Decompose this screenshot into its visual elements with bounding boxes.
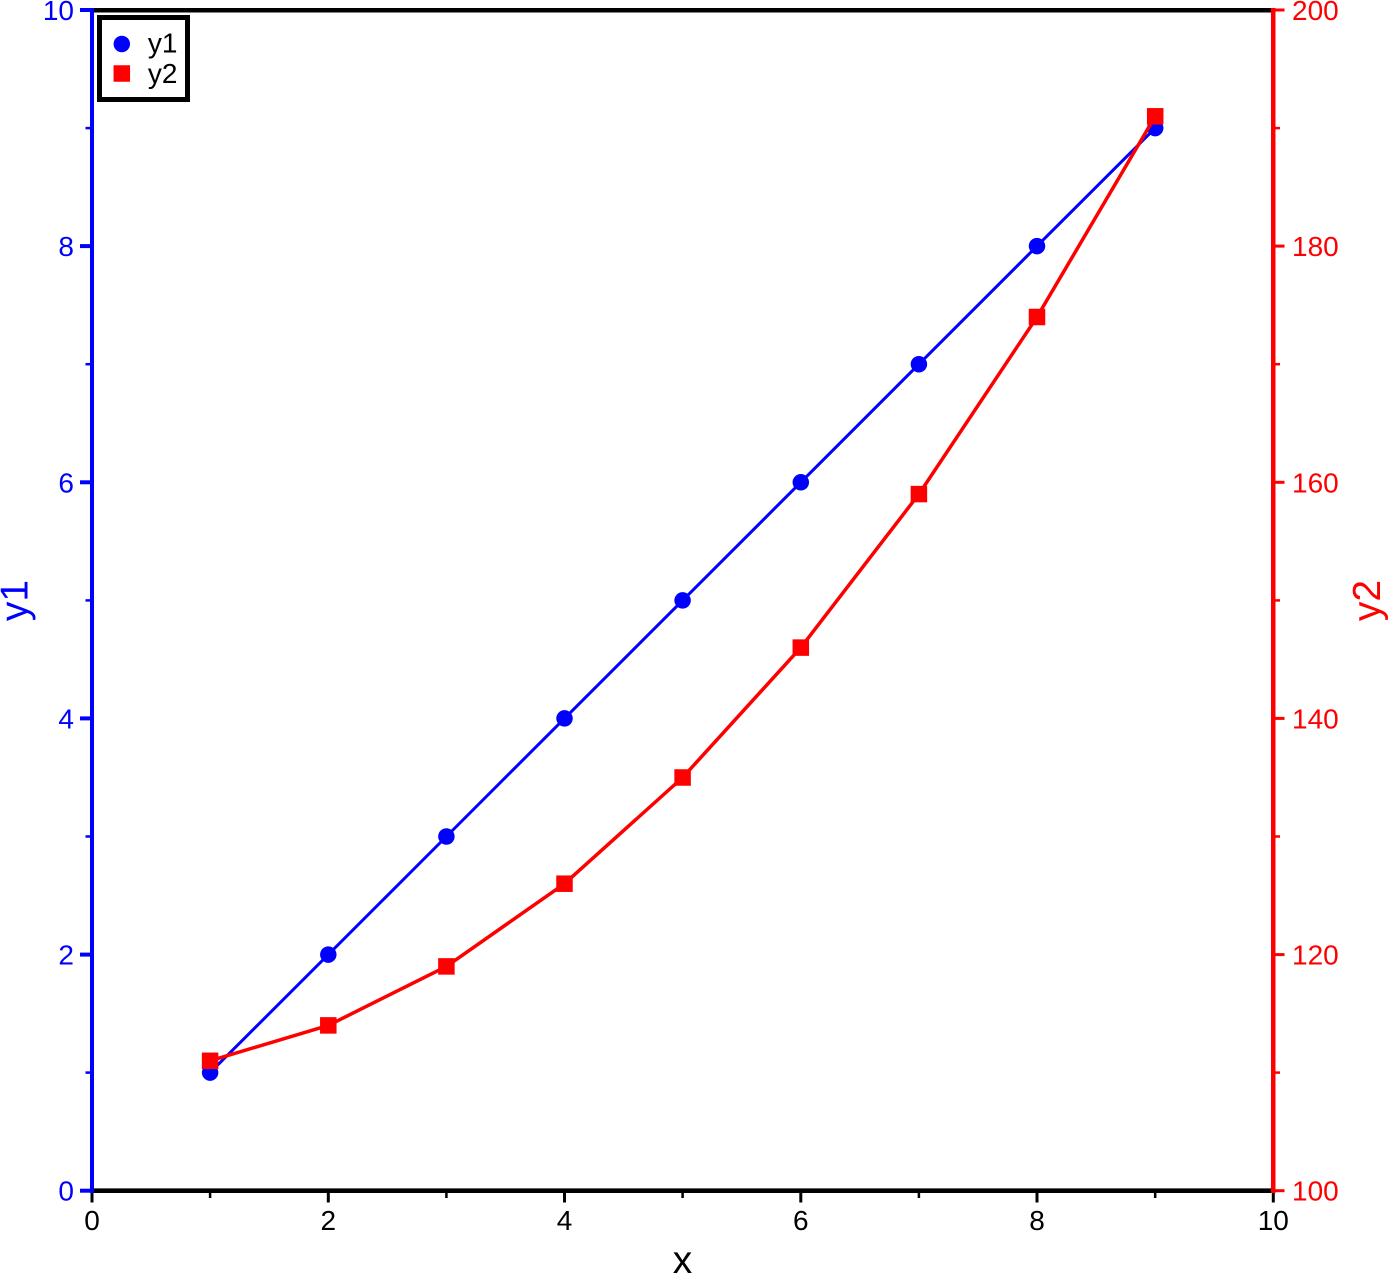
svg-text:0: 0 bbox=[84, 1205, 100, 1236]
svg-text:2: 2 bbox=[321, 1205, 337, 1236]
svg-text:4: 4 bbox=[58, 703, 74, 734]
svg-text:100: 100 bbox=[1292, 1176, 1339, 1207]
svg-text:180: 180 bbox=[1292, 231, 1339, 262]
svg-text:120: 120 bbox=[1292, 940, 1339, 971]
svg-text:0: 0 bbox=[58, 1176, 74, 1207]
svg-text:140: 140 bbox=[1292, 703, 1339, 734]
svg-text:2: 2 bbox=[58, 940, 74, 971]
svg-text:4: 4 bbox=[557, 1205, 573, 1236]
svg-text:160: 160 bbox=[1292, 467, 1339, 498]
svg-text:y2: y2 bbox=[148, 58, 178, 89]
svg-text:10: 10 bbox=[1258, 1205, 1289, 1236]
svg-text:8: 8 bbox=[1029, 1205, 1045, 1236]
svg-text:200: 200 bbox=[1292, 0, 1339, 26]
svg-text:6: 6 bbox=[58, 467, 74, 498]
svg-text:10: 10 bbox=[43, 0, 74, 26]
svg-text:8: 8 bbox=[58, 231, 74, 262]
svg-text:y1: y1 bbox=[148, 27, 178, 58]
svg-text:y1: y1 bbox=[0, 580, 37, 621]
svg-text:x: x bbox=[673, 1239, 693, 1273]
svg-text:6: 6 bbox=[793, 1205, 809, 1236]
svg-text:y2: y2 bbox=[1346, 580, 1389, 621]
